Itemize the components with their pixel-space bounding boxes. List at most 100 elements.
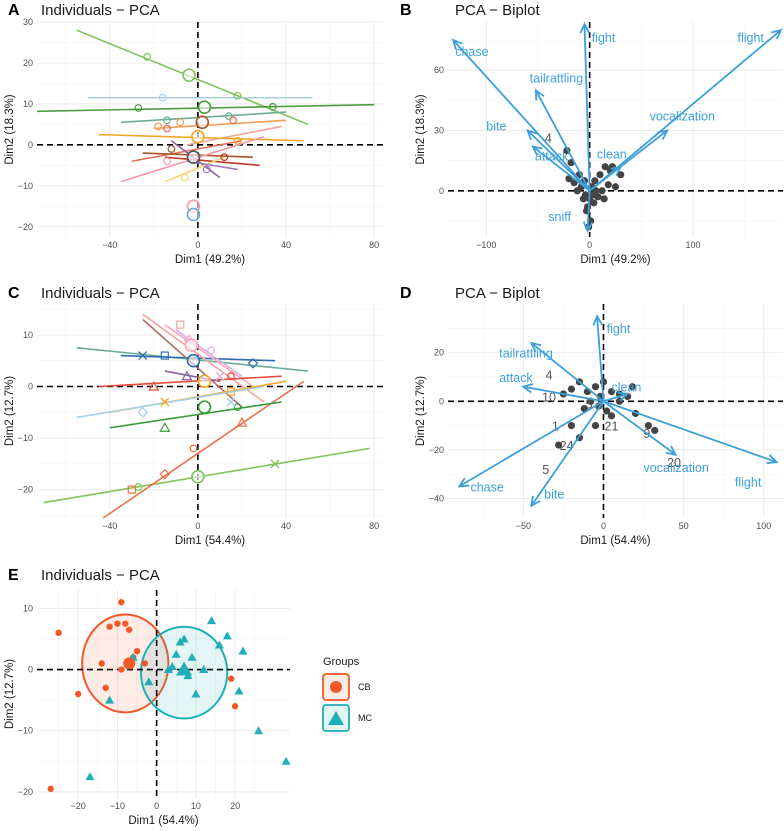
y-tick-label: 30 [434,126,444,136]
x-tick-label: −40 [102,521,117,531]
group-point [55,629,62,637]
variable-arrow [530,400,605,508]
x-axis-label: Dim1 (49.2%) [175,254,245,266]
x-tick-label: −50 [516,521,531,531]
variable-arrow [457,400,604,488]
individual-point [567,421,576,430]
x-tick-label: 50 [679,521,689,531]
group-point [214,640,224,649]
individual-line [164,156,225,183]
x-tick-label: 80 [369,521,379,531]
x-tick-label: −10 [110,801,125,811]
variable-label: attack [535,150,569,164]
variable-label: sniff [548,210,571,224]
x-tick-label: 40 [281,521,291,531]
data-point [202,165,211,174]
data-point [148,380,160,391]
panel-d: 4105211245920fighttailrattlingattackclea… [400,285,783,547]
group-point [167,661,177,670]
individual-point [591,383,600,391]
individual-point [628,383,636,391]
group-point [118,599,125,606]
group-centroid [176,661,193,676]
data-point [138,351,148,361]
variable-label: fight [592,31,616,45]
variable-label: tailrattling [499,347,553,361]
data-point [127,485,136,494]
individual-label: 1 [552,419,559,433]
variable-arrow [451,38,591,192]
panel-letter: A [8,2,20,19]
y-tick-label: 20 [23,58,33,68]
data-point [233,403,242,412]
y-tick-label: 0 [439,186,444,196]
x-tick-label: 0 [195,240,200,250]
data-point [233,136,242,145]
centroid [186,150,201,164]
group-point [234,686,244,695]
panel-title: Individuals − PCA [41,2,160,19]
data-point [134,104,143,112]
group-point [102,684,109,692]
y-tick-label: 0 [28,382,33,392]
x-tick-label: 100 [686,240,701,250]
data-point [163,124,171,133]
y-axis-label: Dim2 (18.3%) [415,94,427,164]
variable-arrow [589,165,623,192]
data-point [224,112,233,121]
variable-arrow [589,28,783,192]
centroid [186,353,201,368]
individual-line [109,401,282,429]
y-tick-label: −20 [429,445,444,455]
individual-point [607,412,616,420]
individual-point [596,171,604,179]
group-point [106,623,113,630]
variable-arrow [603,391,630,403]
data-point [226,387,236,396]
variable-label: flight [738,31,765,45]
x-tick-label: 0 [154,801,159,811]
variable-label: attack [499,371,533,385]
panel-title: Individuals − PCA [41,285,160,302]
data-point [143,52,152,61]
individual-label: 21 [605,419,619,433]
y-tick-label: −20 [18,485,33,495]
individual-label: 20 [667,456,681,470]
y-tick-label: 0 [28,140,33,150]
data-point [160,351,169,360]
centroid [186,207,201,222]
group-point [114,620,121,627]
panel-b: 4 chase fight flight tailrattling vocalizatio… [400,2,783,266]
x-tick-label: −40 [102,240,117,250]
y-axis-label: Dim2 (12.7%) [4,659,16,729]
y-tick-label: −10 [18,726,33,736]
y-axis-label: Dim2 (12.7%) [415,376,427,446]
individual-line [186,125,282,146]
group-point [47,785,54,793]
variable-label: bite [544,488,564,502]
group-point [281,756,291,765]
y-tick-label: 20 [434,348,444,358]
data-point [163,157,171,166]
individual-line [164,323,254,388]
variable-label: clean [611,381,641,395]
individual-line [164,370,221,383]
data-point [247,357,259,369]
gridlines [448,304,783,518]
data-point [207,346,216,355]
individual-line [98,375,282,388]
group-point [141,660,149,667]
panel-title: Individuals − PCA [41,567,160,584]
x-axis-label: Dim1 (54.4%) [128,815,198,827]
y-tick-label: −10 [18,433,33,443]
x-tick-label: 100 [756,521,771,531]
variable-label: vocalization [644,461,709,475]
y-tick-label: −20 [18,222,33,232]
centroid [182,68,196,83]
variable-arrow [602,400,678,457]
data-point [189,444,198,453]
individual-point [579,195,588,203]
panel-e: −20 −10 0 10 20 −20 −10 0 10 Dim1 (54.4%) Dim2 (12… [4,567,291,827]
variable-arrow [592,314,605,402]
